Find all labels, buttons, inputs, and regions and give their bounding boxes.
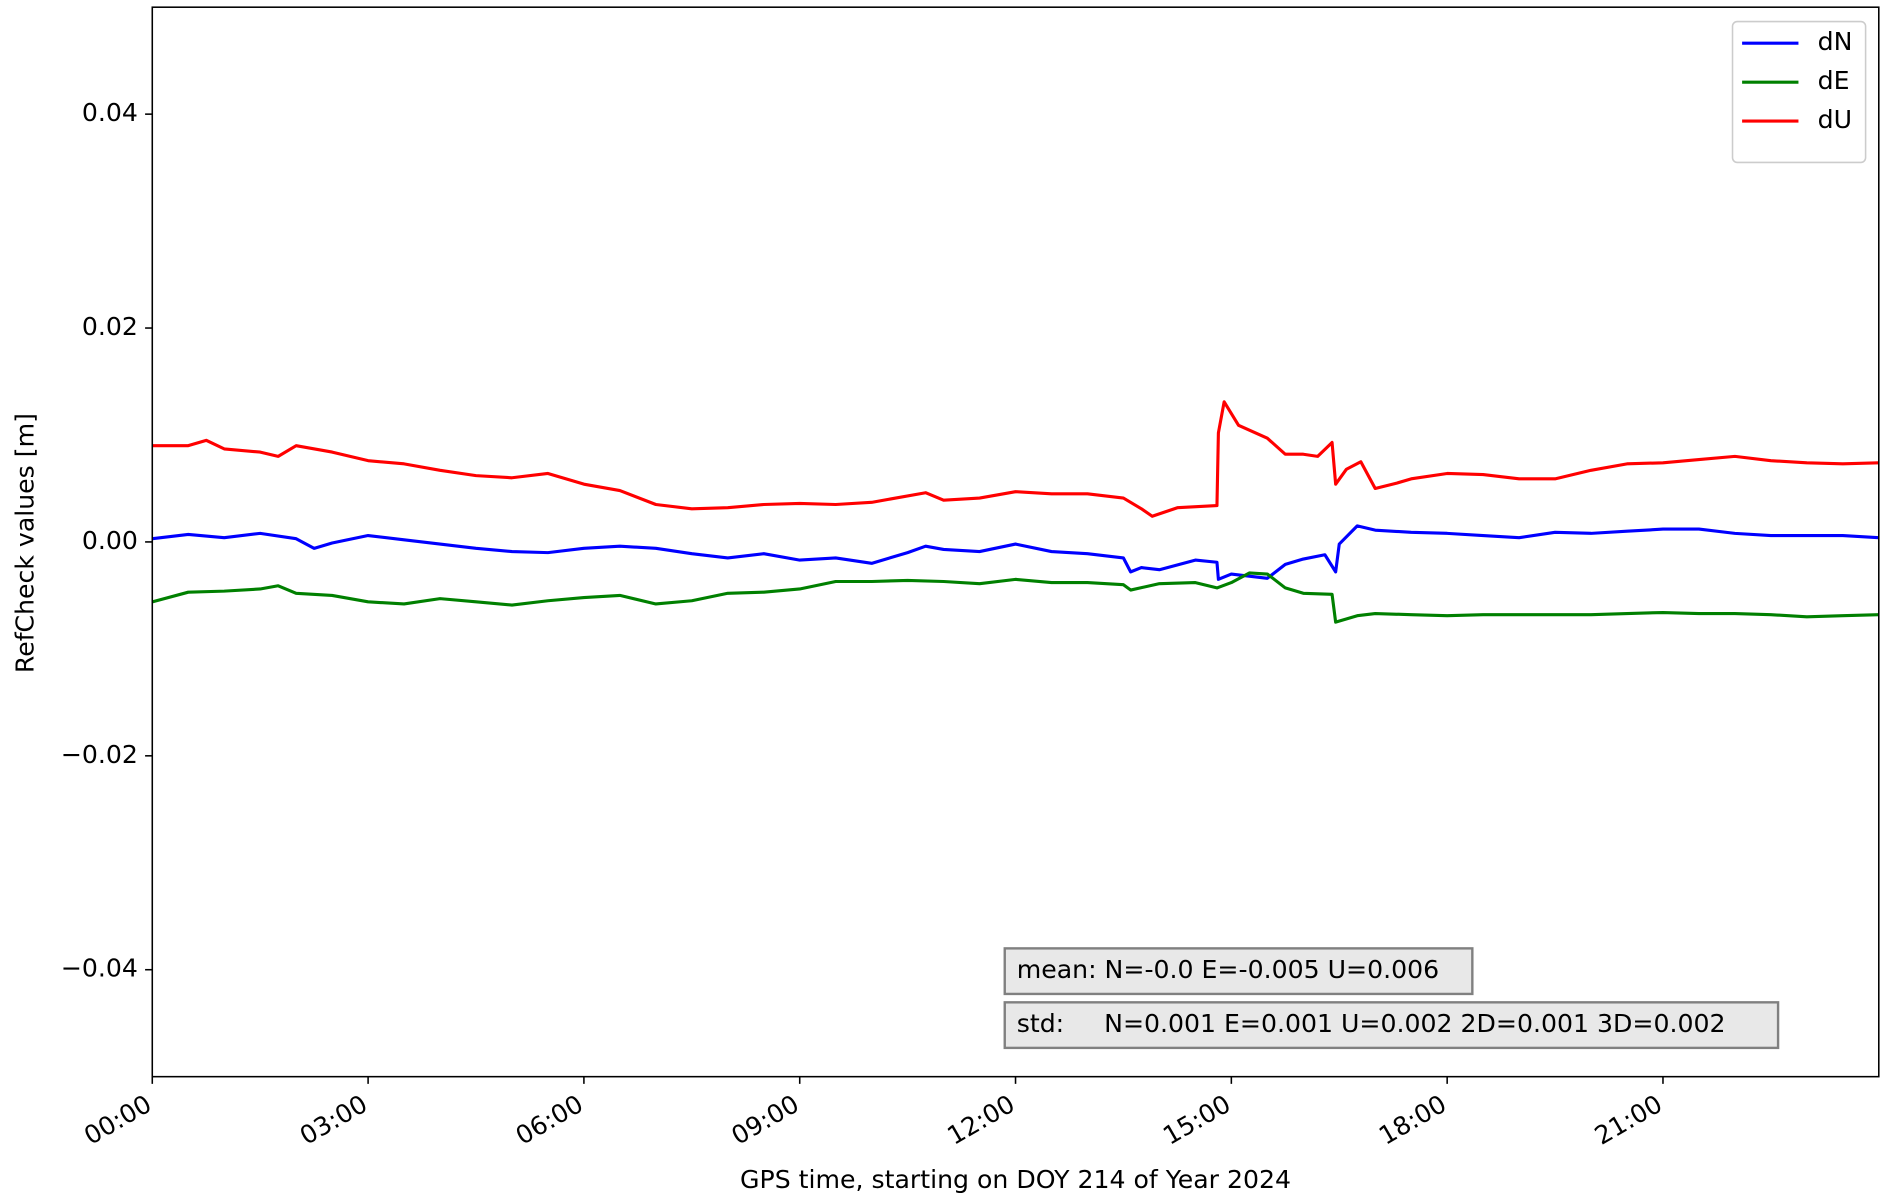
legend-label: dE: [1818, 66, 1850, 95]
x-tick-label: 00:00: [79, 1089, 156, 1150]
legend-label: dU: [1818, 105, 1852, 134]
x-tick-label: 12:00: [942, 1089, 1019, 1150]
y-axis-label: RefCheck values [m]: [10, 413, 39, 673]
x-tick-label: 15:00: [1158, 1089, 1235, 1150]
y-tick-label: −0.04: [61, 954, 138, 983]
x-tick-label: 06:00: [511, 1089, 588, 1150]
legend-label: dN: [1818, 27, 1853, 56]
y-tick-label: −0.02: [61, 740, 138, 769]
data-line: [152, 524, 1879, 581]
y-tick-label: 0.00: [82, 526, 138, 555]
data-line: [152, 400, 1879, 518]
stats-box: [1003, 947, 1474, 996]
stats-box: [1003, 1001, 1780, 1050]
y-tick-label: 0.04: [82, 98, 138, 127]
x-tick-label: 21:00: [1590, 1089, 1667, 1150]
plot-area: [152, 7, 1879, 1077]
data-line: [151, 571, 1879, 624]
x-axis-label: GPS time, starting on DOY 214 of Year 20…: [740, 1165, 1291, 1194]
x-tick-label: 18:00: [1374, 1089, 1451, 1150]
x-tick-label: 03:00: [295, 1089, 372, 1150]
stats-text: mean: N=-0.0 E=-0.005 U=0.006: [1017, 955, 1439, 984]
stats-text: std: N=0.001 E=0.001 U=0.002 2D=0.001 3D…: [1017, 1009, 1726, 1038]
legend-box: [1731, 20, 1867, 164]
x-tick-label: 09:00: [727, 1089, 804, 1150]
y-tick-label: 0.02: [82, 312, 138, 341]
plot-frame: [151, 6, 1880, 1078]
